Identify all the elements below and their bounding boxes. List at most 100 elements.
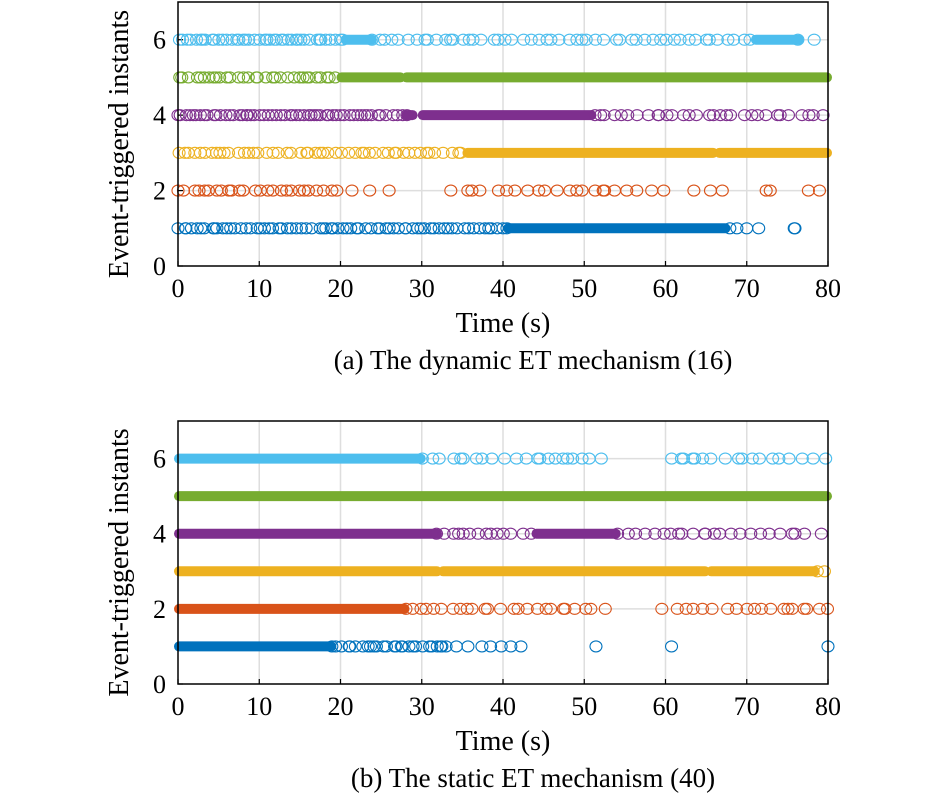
- trigger-marker: [348, 640, 362, 653]
- trigger-marker: [273, 71, 287, 84]
- trigger-marker: [316, 146, 330, 159]
- trigger-marker: [287, 71, 301, 84]
- trigger-marker: [365, 33, 379, 46]
- trigger-marker: [376, 146, 390, 159]
- trigger-marker: [266, 222, 280, 235]
- trigger-marker: [509, 452, 524, 465]
- trigger-marker: [733, 527, 747, 540]
- trigger-marker: [648, 527, 662, 540]
- trigger-marker: [621, 527, 635, 540]
- series-y4: [171, 109, 830, 122]
- trigger-marker: [213, 71, 227, 84]
- trigger-marker: [493, 602, 508, 615]
- trigger-marker: [802, 109, 816, 122]
- trigger-marker: [704, 452, 718, 465]
- trigger-marker: [812, 602, 827, 615]
- panel-dynamic-et: 0 10 20 30 40 50 60 70 80 0 2 4 6 Time (s) Event-tr…: [104, 1, 841, 375]
- trigger-marker: [242, 146, 256, 159]
- trigger-marker: [589, 640, 603, 653]
- trigger-marker: [328, 71, 342, 84]
- trigger-marker: [422, 146, 436, 159]
- trigger-marker: [707, 527, 721, 540]
- trigger-marker: [297, 33, 311, 46]
- x-tick-label: 0: [172, 692, 185, 721]
- trigger-marker: [516, 527, 530, 540]
- trigger-marker: [797, 527, 812, 540]
- trigger-marker: [688, 33, 703, 46]
- trigger-marker: [253, 33, 267, 46]
- dense-trigger-band: [438, 566, 711, 577]
- trigger-marker: [179, 109, 193, 122]
- trigger-marker: [705, 602, 719, 615]
- trigger-marker: [271, 146, 285, 159]
- trigger-marker: [301, 146, 315, 159]
- trigger-marker: [620, 184, 634, 197]
- dense-trigger-band: [340, 34, 377, 45]
- trigger-marker: [652, 109, 666, 122]
- trigger-marker: [754, 602, 768, 615]
- trigger-marker: [763, 184, 777, 197]
- trigger-marker: [377, 33, 392, 46]
- trigger-marker: [447, 527, 461, 540]
- trigger-marker: [432, 452, 446, 465]
- trigger-marker: [696, 452, 710, 465]
- trigger-marker: [588, 33, 603, 46]
- trigger-marker: [454, 146, 468, 159]
- trigger-marker: [364, 109, 378, 122]
- trigger-marker: [347, 109, 361, 122]
- x-tick-label: 20: [328, 274, 354, 303]
- trigger-marker: [462, 222, 476, 235]
- x-tick-label: 60: [653, 692, 679, 721]
- trigger-marker: [289, 109, 303, 122]
- trigger-marker: [801, 184, 815, 197]
- trigger-marker: [475, 452, 489, 465]
- trigger-marker: [356, 640, 370, 653]
- trigger-marker: [498, 33, 512, 46]
- trigger-marker: [738, 109, 752, 122]
- trigger-marker: [491, 33, 505, 46]
- trigger-marker: [274, 184, 288, 197]
- trigger-marker: [263, 33, 277, 46]
- panel-caption: (a) The dynamic ET mechanism (16): [334, 345, 733, 375]
- trigger-marker: [257, 222, 272, 235]
- trigger-marker: [687, 184, 701, 197]
- trigger-marker: [570, 33, 584, 46]
- trigger-marker: [178, 146, 192, 159]
- trigger-marker: [561, 452, 575, 465]
- trigger-marker: [724, 527, 738, 540]
- trigger-marker: [202, 71, 216, 84]
- trigger-marker: [795, 109, 809, 122]
- trigger-marker: [730, 222, 744, 235]
- trigger-marker: [752, 452, 766, 465]
- trigger-marker: [429, 527, 444, 540]
- trigger-marker: [524, 527, 538, 540]
- trigger-marker: [521, 184, 535, 197]
- trigger-marker: [329, 640, 343, 653]
- trigger-marker: [430, 640, 444, 653]
- trigger-marker: [740, 602, 754, 615]
- trigger-marker: [331, 222, 345, 235]
- trigger-marker: [679, 602, 693, 615]
- trigger-marker: [473, 184, 487, 197]
- trigger-marker: [368, 146, 382, 159]
- trigger-marker: [762, 527, 776, 540]
- trigger-marker: [333, 109, 347, 122]
- trigger-marker: [638, 527, 652, 540]
- trigger-marker: [386, 109, 400, 122]
- trigger-marker: [719, 109, 734, 122]
- trigger-marker: [399, 222, 413, 235]
- trigger-marker: [432, 222, 446, 235]
- trigger-marker: [389, 640, 403, 653]
- trigger-marker: [192, 184, 206, 197]
- trigger-marker: [391, 33, 405, 46]
- trigger-marker: [364, 222, 378, 235]
- trigger-marker: [219, 109, 233, 122]
- trigger-marker: [806, 109, 820, 122]
- trigger-marker: [579, 602, 593, 615]
- trigger-marker: [280, 184, 294, 197]
- trigger-marker: [260, 33, 274, 46]
- trigger-marker: [231, 146, 246, 159]
- trigger-marker: [465, 184, 479, 197]
- trigger-marker: [184, 222, 198, 235]
- trigger-marker: [544, 602, 558, 615]
